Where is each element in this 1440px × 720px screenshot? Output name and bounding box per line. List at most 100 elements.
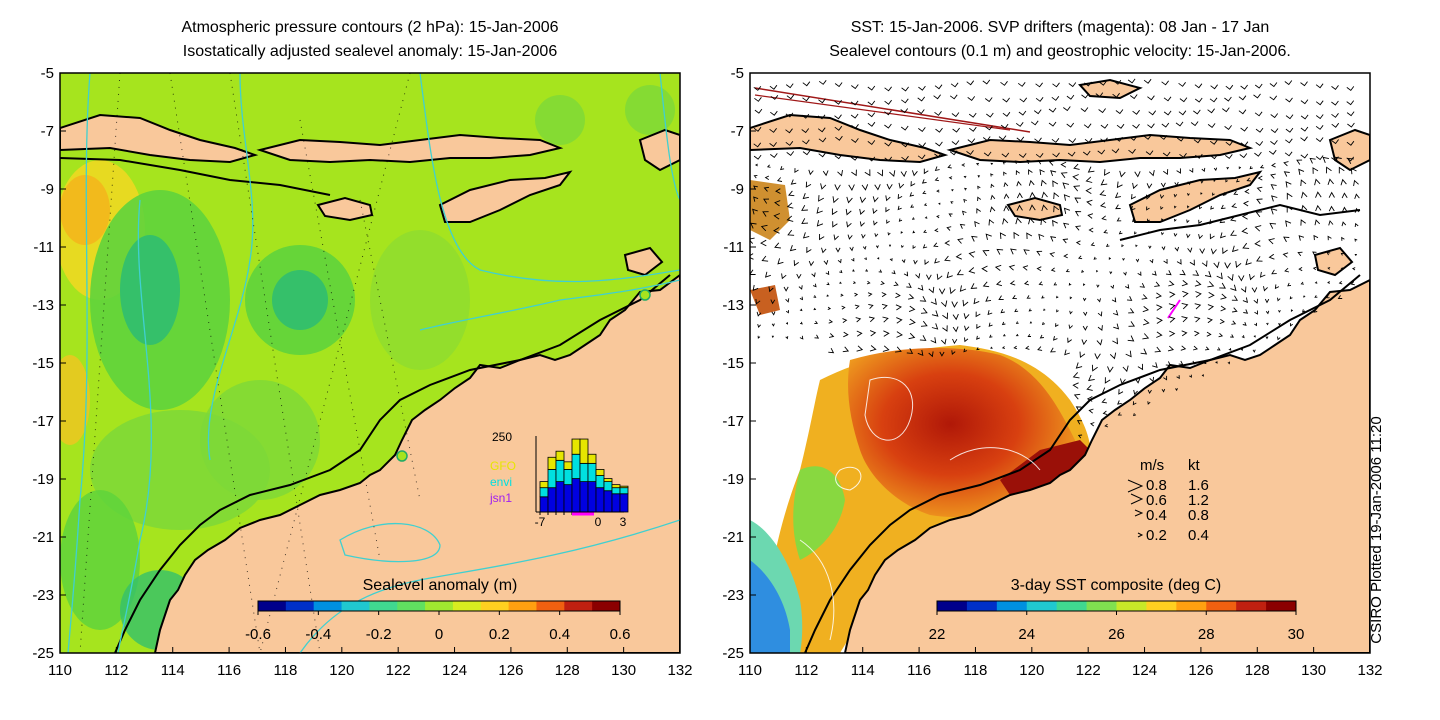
velocity-arrow-674 bbox=[1228, 347, 1232, 351]
velocity-arrow-753 bbox=[1254, 83, 1263, 89]
velocity-arrow-831 bbox=[1285, 114, 1294, 120]
velocity-arrow-657 bbox=[1001, 346, 1006, 349]
right-axes: 110 112 114 116 118 120 122 124 126 128 130 132 -5 -7… bbox=[722, 65, 1382, 679]
velocity-arrow-437 bbox=[938, 288, 946, 295]
velocity-arrow-185 bbox=[1328, 191, 1335, 198]
velocity-arrow-937 bbox=[1162, 151, 1171, 157]
velocity-arrow-412 bbox=[1227, 274, 1234, 282]
velocity-arrow-312 bbox=[1148, 245, 1152, 250]
velocity-legend-kt-1: 1.2 bbox=[1188, 492, 1209, 509]
velocity-arrow-31 bbox=[1163, 169, 1169, 176]
right-colorbar-label-4: 30 bbox=[1288, 626, 1305, 643]
velocity-arrow-122 bbox=[1114, 192, 1121, 199]
left-colorbar-segment-0 bbox=[258, 601, 287, 611]
velocity-arrow-864 bbox=[1207, 123, 1216, 129]
histogram-bar-2-jsn1 bbox=[555, 481, 565, 513]
velocity-arrow-917 bbox=[834, 154, 843, 160]
velocity-arrow-720 bbox=[1104, 423, 1109, 428]
velocity-arrow-438 bbox=[949, 287, 956, 295]
velocity-arrow-276 bbox=[1285, 220, 1292, 227]
velocity-arrow-111 bbox=[977, 185, 981, 190]
velocity-arrow-822 bbox=[1148, 110, 1157, 116]
velocity-arrow-280 bbox=[1341, 221, 1347, 227]
velocity-arrow-868 bbox=[1270, 128, 1279, 134]
velocity-arrow-684 bbox=[1178, 360, 1184, 365]
velocity-arrow-248 bbox=[923, 229, 927, 233]
velocity-arrow-153 bbox=[910, 204, 914, 208]
velocity-arrow-56 bbox=[874, 184, 881, 191]
velocity-arrow-816 bbox=[1048, 107, 1057, 113]
left-colorbar-segment-12 bbox=[592, 601, 621, 611]
velocity-arrow-942 bbox=[1239, 153, 1248, 159]
velocity-arrow-161 bbox=[1016, 192, 1023, 199]
velocity-arrow-721 bbox=[1077, 434, 1083, 439]
right-ytick-label-7: -19 bbox=[722, 471, 744, 488]
left-timor-island bbox=[438, 170, 573, 223]
velocity-arrow-392 bbox=[956, 269, 964, 276]
velocity-arrow-656 bbox=[990, 346, 993, 349]
velocity-arrow-849 bbox=[969, 126, 977, 132]
velocity-arrow-447 bbox=[1068, 282, 1072, 286]
velocity-arrow-395 bbox=[994, 264, 1002, 271]
velocity-arrow-927 bbox=[1001, 152, 1010, 158]
velocity-arrow-895 bbox=[1100, 137, 1108, 143]
velocity-arrow-296 bbox=[933, 242, 939, 248]
velocity-arrow-921 bbox=[901, 155, 909, 161]
right-colorbar-label-3: 28 bbox=[1198, 626, 1215, 643]
velocity-arrow-861 bbox=[1161, 122, 1170, 128]
left-xtick-label-0: 110 bbox=[48, 662, 72, 679]
velocity-arrow-273 bbox=[1241, 227, 1248, 235]
velocity-arrow-795 bbox=[1315, 100, 1324, 106]
velocity-arrow-241 bbox=[833, 234, 839, 241]
histogram-bar-3-jsn1 bbox=[563, 484, 573, 513]
velocity-arrow-817 bbox=[1063, 106, 1071, 112]
right-xtick-label-9: 128 bbox=[1245, 662, 1270, 679]
velocity-arrow-234 bbox=[1354, 207, 1360, 213]
velocity-arrow-420 bbox=[1327, 267, 1331, 270]
velocity-arrow-856 bbox=[1083, 123, 1092, 129]
velocity-arrow-249 bbox=[934, 228, 939, 233]
right-xtick-label-10: 130 bbox=[1301, 662, 1326, 679]
histogram-bar-3-gfo bbox=[563, 461, 573, 470]
velocity-arrow-406 bbox=[1151, 270, 1157, 276]
velocity-arrow-756 bbox=[1300, 81, 1308, 87]
velocity-arrow-370 bbox=[1282, 252, 1289, 258]
velocity-arrow-285 bbox=[789, 245, 797, 252]
velocity-arrow-939 bbox=[1195, 153, 1203, 159]
velocity-arrow-390 bbox=[936, 273, 943, 281]
velocity-arrow-580 bbox=[1015, 321, 1019, 324]
velocity-arrow-501 bbox=[1169, 291, 1176, 298]
velocity-arrow-561 bbox=[771, 323, 775, 327]
velocity-arrow-932 bbox=[1082, 150, 1091, 156]
right-colorbar-segment-1 bbox=[966, 601, 998, 611]
velocity-legend-header-ms: m/s bbox=[1140, 457, 1164, 474]
velocity-arrow-372 bbox=[1312, 251, 1317, 256]
velocity-arrow-839 bbox=[801, 128, 810, 134]
velocity-arrow-416 bbox=[1271, 269, 1277, 275]
velocity-arrow-267 bbox=[1173, 233, 1178, 237]
velocity-arrow-150 bbox=[872, 208, 878, 214]
velocity-arrow-704 bbox=[1147, 389, 1152, 395]
velocity-arrow-771 bbox=[933, 94, 941, 100]
velocity-arrow-49 bbox=[776, 177, 783, 182]
velocity-arrow-16 bbox=[961, 163, 965, 167]
velocity-arrow-310 bbox=[1121, 244, 1124, 248]
velocity-arrow-393 bbox=[968, 267, 976, 274]
velocity-arrow-415 bbox=[1259, 271, 1266, 278]
velocity-arrow-876 bbox=[785, 141, 794, 146]
velocity-arrow-678 bbox=[1091, 364, 1098, 372]
velocity-arrow-532 bbox=[963, 313, 970, 320]
left-colorbar-segment-1 bbox=[285, 601, 315, 611]
velocity-arrow-717 bbox=[1133, 413, 1137, 417]
velocity-arrow-157 bbox=[963, 198, 967, 203]
histogram-bar-4-gfo bbox=[571, 438, 581, 455]
velocity-arrow-319 bbox=[1231, 245, 1239, 253]
velocity-arrow-896 bbox=[1115, 136, 1123, 142]
velocity-arrow-858 bbox=[1116, 123, 1125, 129]
velocity-arrow-871 bbox=[1315, 125, 1324, 130]
velocity-arrow-928 bbox=[1018, 153, 1027, 159]
velocity-arrow-872 bbox=[1331, 122, 1340, 128]
velocity-arrow-381 bbox=[825, 271, 830, 276]
velocity-arrow-492 bbox=[1041, 295, 1045, 299]
velocity-arrow-37 bbox=[1238, 166, 1242, 170]
